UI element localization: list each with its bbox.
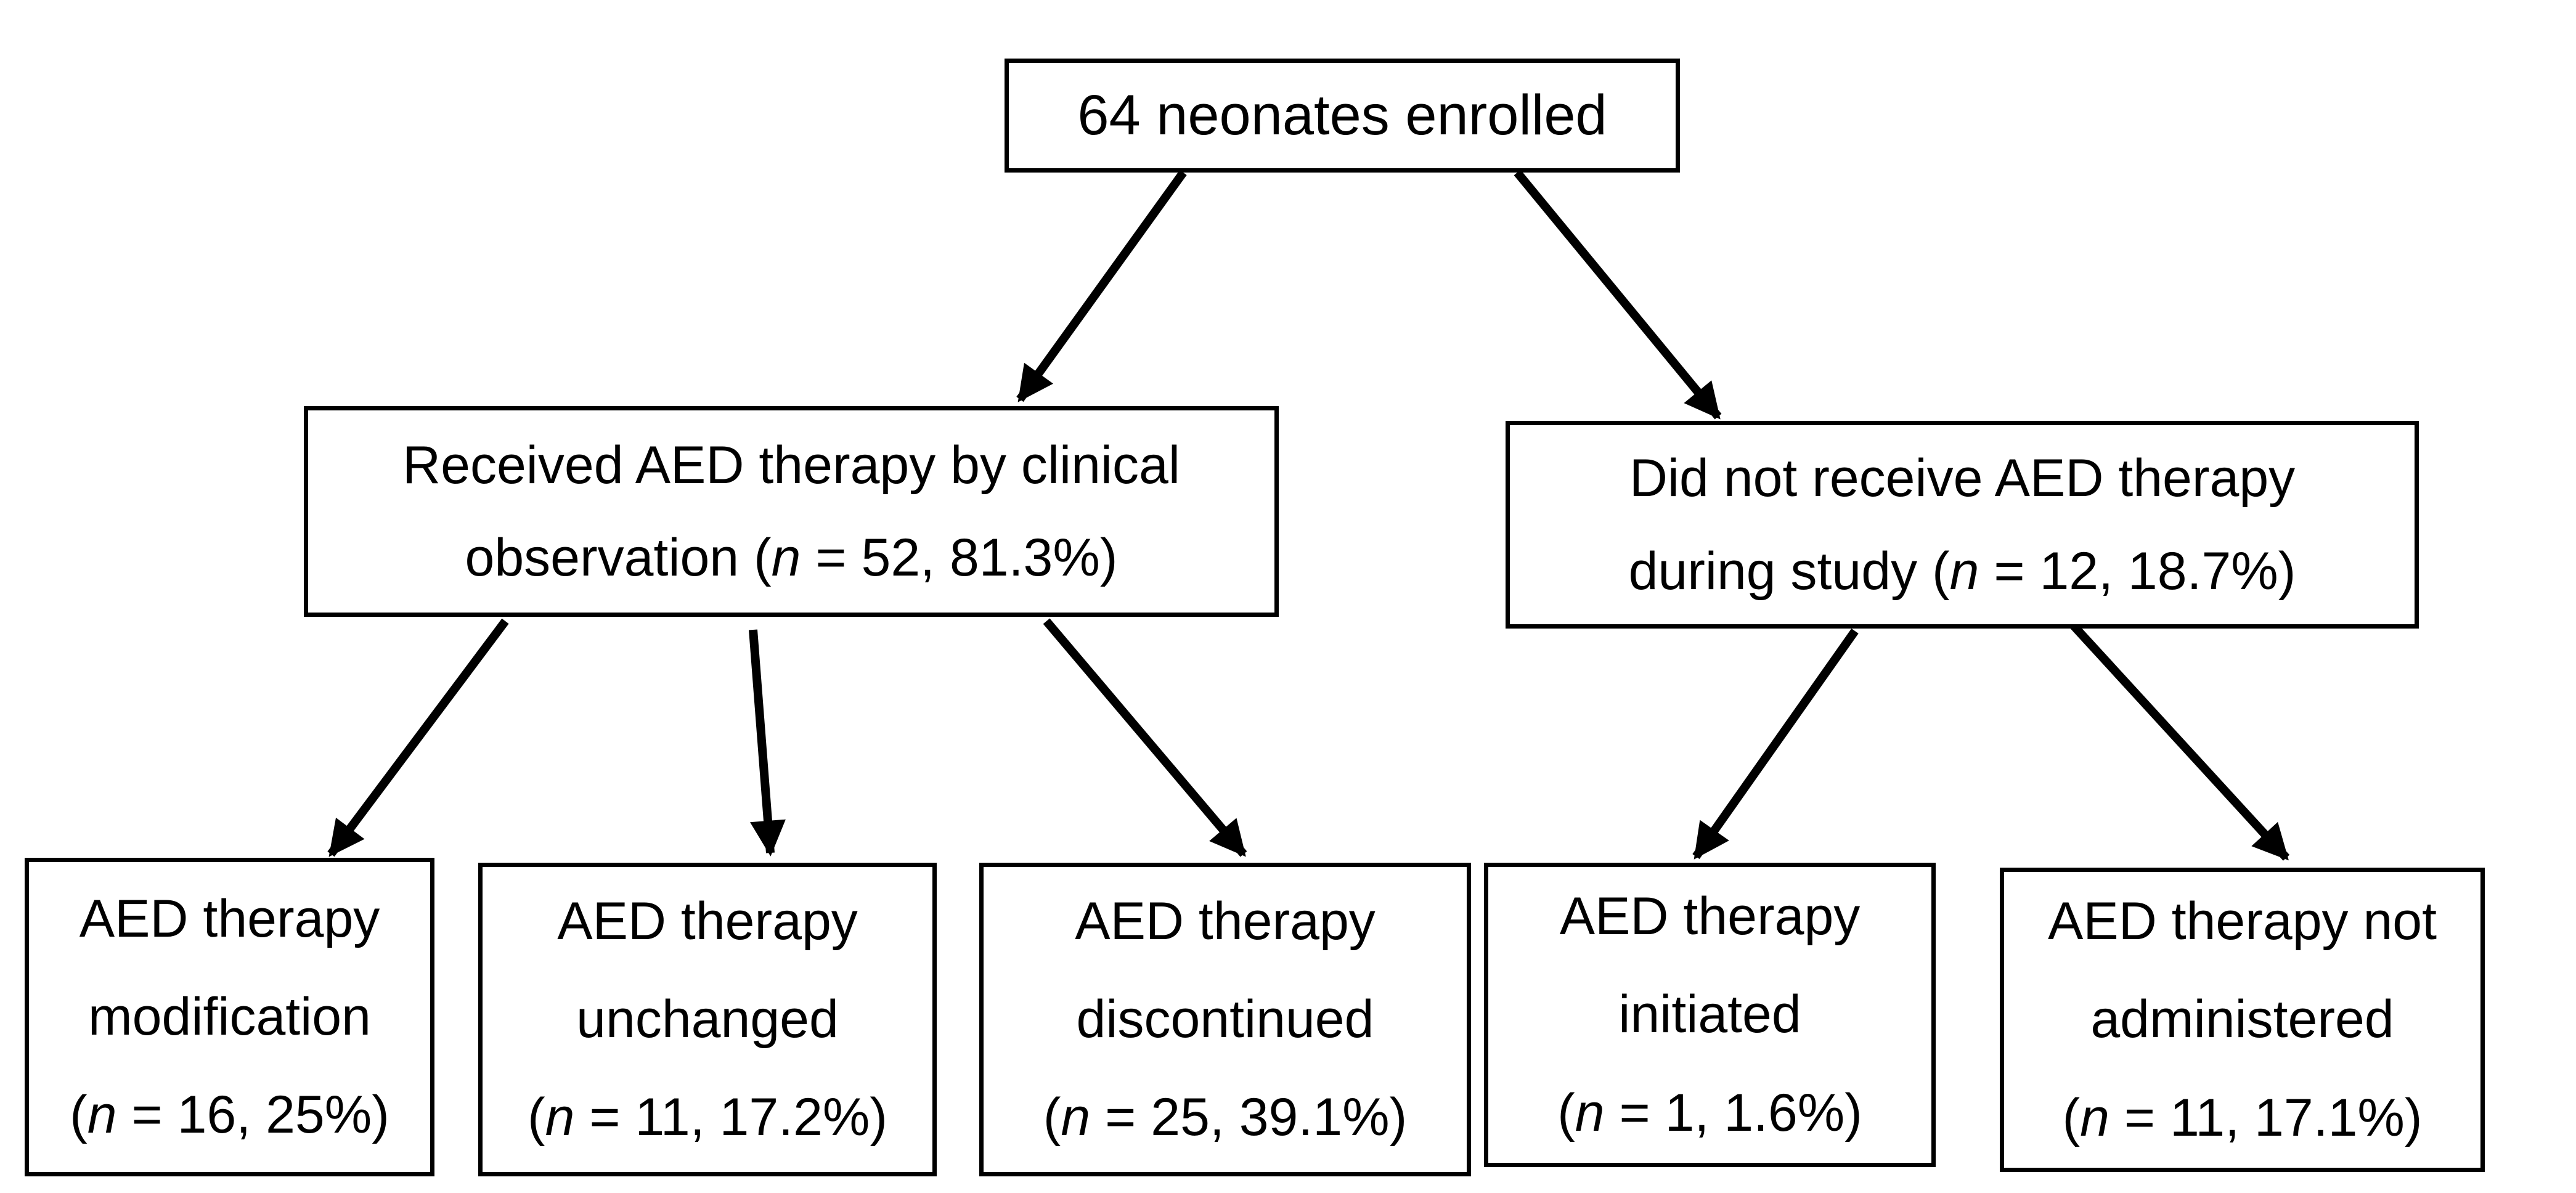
flow-node-aed-therapy-discontinued: AED therapy discontinued (n = 25, 39.1%): [979, 863, 1471, 1176]
stat-value: = 12, 18.7%): [1979, 541, 2296, 601]
stat-n-symbol: n: [1949, 541, 1979, 601]
arrow-root-to-not-received: [1514, 169, 1722, 420]
stat-prefix: (: [1043, 1088, 1061, 1147]
node-text-line: AED therapy: [1559, 887, 1861, 947]
node-text-line: (n = 16, 25%): [70, 1066, 389, 1164]
node-text-line: Did not receive AED therapy: [1629, 449, 2296, 508]
stat-prefix: during study (: [1628, 541, 1950, 601]
stat-prefix: (: [70, 1085, 88, 1145]
stat-n-symbol: n: [87, 1085, 117, 1145]
stat-prefix: (: [1557, 1083, 1575, 1142]
node-text-line: (n = 25, 39.1%): [1043, 1069, 1407, 1167]
stat-prefix: (: [527, 1088, 545, 1147]
stat-n-symbol: n: [545, 1088, 575, 1147]
node-text-line: Received AED therapy by clinical: [402, 435, 1180, 495]
node-text-line: during study (n = 12, 18.7%): [1629, 525, 2296, 618]
node-text-line: unchanged: [576, 989, 839, 1049]
stat-value: = 1, 1.6%): [1604, 1083, 1862, 1142]
flow-node-received-aed-therapy: Received AED therapy by clinical observa…: [304, 406, 1279, 617]
arrow-received-to-unchanged: [749, 629, 786, 857]
node-text-line: (n = 11, 17.2%): [528, 1069, 887, 1167]
node-text-line: observation (n = 52, 81.3%): [465, 511, 1118, 605]
arrow-not-received-to-initiated: [1692, 628, 1859, 860]
node-text-line: discontinued: [1076, 989, 1374, 1049]
flow-node-aed-therapy-not-administered: AED therapy not administered (n = 11, 17…: [2000, 868, 2485, 1172]
stat-n-symbol: n: [1575, 1083, 1605, 1142]
stat-value: = 11, 17.1%): [2109, 1088, 2423, 1147]
stat-n-symbol: n: [1061, 1088, 1091, 1147]
arrow-not-received-to-not-administered: [2066, 618, 2290, 861]
arrow-received-to-discontinued: [1043, 618, 1247, 857]
stat-prefix: (: [2062, 1088, 2081, 1147]
arrow-received-to-modification: [327, 618, 509, 857]
node-text-line: AED therapy not: [2047, 892, 2437, 951]
stat-n-symbol: n: [2080, 1088, 2109, 1147]
node-text-line: AED therapy: [79, 889, 380, 948]
stat-value: = 52, 81.3%): [801, 528, 1118, 587]
node-text-line: 64 neonates enrolled: [1077, 83, 1607, 147]
flow-node-aed-therapy-initiated: AED therapy initiated (n = 1, 1.6%): [1484, 863, 1936, 1167]
flow-node-enrolled: 64 neonates enrolled: [1005, 59, 1680, 173]
stat-value: = 11, 17.2%): [574, 1088, 888, 1147]
stat-value: = 16, 25%): [116, 1085, 389, 1145]
node-text-line: initiated: [1618, 985, 1801, 1044]
flow-node-aed-therapy-modification: AED therapy modification (n = 16, 25%): [25, 858, 434, 1176]
node-text-line: (n = 1, 1.6%): [1557, 1064, 1862, 1162]
flow-node-aed-therapy-unchanged: AED therapy unchanged (n = 11, 17.2%): [478, 863, 937, 1176]
stat-prefix: observation (: [465, 528, 772, 587]
stat-n-symbol: n: [771, 528, 801, 587]
arrow-root-to-received: [1016, 169, 1187, 402]
stat-value: = 25, 39.1%): [1090, 1088, 1408, 1147]
node-text-line: modification: [88, 987, 371, 1046]
node-text-line: AED therapy: [557, 891, 858, 951]
node-text-line: (n = 11, 17.1%): [2062, 1069, 2422, 1167]
node-text-line: AED therapy: [1075, 891, 1376, 951]
node-text-line: administered: [2090, 990, 2394, 1049]
flow-node-did-not-receive-aed-therapy: Did not receive AED therapy during study…: [1506, 421, 2419, 629]
